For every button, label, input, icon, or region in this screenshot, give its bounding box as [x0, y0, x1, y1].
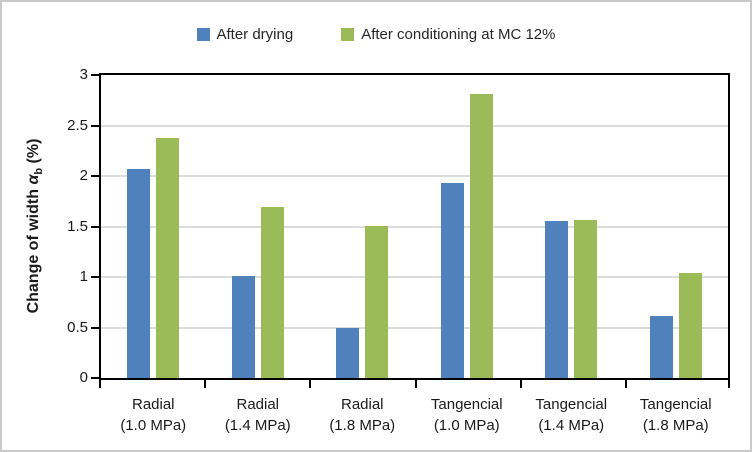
y-tick-label-0.5: 0.5 [67, 318, 88, 336]
bar-after-conditioning-at-mc-12-tangencial-1-0-mpa [469, 94, 493, 378]
x-tick-mark [728, 380, 730, 388]
x-tick-mark [99, 380, 101, 388]
x-axis-label-radial-1-4-mpa: Radial (1.4 MPa) [203, 394, 313, 436]
legend-item-after-conditioning: After conditioning at MC 12% [341, 26, 555, 43]
bar-after-conditioning-at-mc-12-tangencial-1-8-mpa [678, 272, 702, 378]
legend-label-after-conditioning: After conditioning at MC 12% [361, 26, 556, 43]
legend: After drying After conditioning at MC 12… [2, 26, 750, 43]
x-axis-label-line1: Radial [236, 396, 280, 413]
legend-swatch-after-drying-icon [196, 28, 210, 41]
bar-after-drying-radial-1-4-mpa [231, 276, 255, 378]
bar-after-drying-radial-1-8-mpa [336, 327, 360, 378]
bar-after-conditioning-at-mc-12-radial-1-4-mpa [260, 207, 284, 378]
x-tick-mark [414, 380, 417, 388]
x-tick-mark [204, 380, 207, 388]
bar-after-conditioning-at-mc-12-radial-1-8-mpa [365, 225, 389, 378]
x-axis-label-tangencial-1-8-mpa: Tangencial (1.8 MPa) [621, 394, 731, 436]
bar-after-drying-tangencial-1-4-mpa [545, 221, 569, 378]
legend-item-after-drying: After drying [196, 26, 294, 43]
y-axis-title-text: Change of width [24, 184, 42, 314]
x-axis-label-line1: Tangencial [535, 396, 608, 413]
x-tick-mark [624, 380, 627, 388]
y-tick-mark [91, 326, 99, 329]
gridline-2 [101, 175, 728, 177]
x-axis-label-line1: Radial [340, 396, 384, 413]
y-tick-mark [91, 124, 99, 127]
x-axis-label-tangencial-1-0-mpa: Tangencial (1.0 MPa) [412, 394, 522, 436]
bar-after-conditioning-at-mc-12-tangencial-1-4-mpa [574, 220, 598, 378]
gridline-1 [101, 276, 728, 278]
bar-after-drying-tangencial-1-0-mpa [440, 183, 464, 378]
gridline-2.5 [101, 124, 728, 127]
x-tick-mark [519, 380, 522, 388]
bar-after-drying-tangencial-1-8-mpa [649, 316, 673, 378]
bar-after-drying-radial-1-0-mpa [127, 168, 151, 378]
y-tick-mark [91, 377, 99, 379]
bar-after-conditioning-at-mc-12-radial-1-0-mpa [156, 137, 180, 378]
y-tick-label-0: 0 [79, 369, 88, 386]
x-axis-label-line2: (1.4 MPa) [538, 417, 605, 434]
x-axis-label-line2: (1.4 MPa) [224, 417, 291, 434]
y-tick-label-1: 1 [79, 268, 88, 285]
x-axis-label-radial-1-8-mpa: Radial (1.8 MPa) [307, 394, 417, 436]
legend-label-after-drying: After drying [216, 26, 294, 43]
y-tick-mark [91, 225, 99, 228]
x-axis-label-radial-1-0-mpa: Radial (1.0 MPa) [98, 394, 208, 436]
x-axis-label-tangencial-1-4-mpa: Tangencial (1.4 MPa) [516, 394, 626, 436]
x-axis-label-line1: Radial [131, 396, 175, 413]
y-tick-label-3: 3 [79, 66, 88, 83]
x-axis-label-line2: (1.0 MPa) [433, 417, 500, 434]
x-axis-label-line2: (1.8 MPa) [329, 417, 396, 434]
gridline-1.5 [101, 225, 728, 228]
y-tick-label-2.5: 2.5 [67, 116, 88, 134]
y-tick-mark [91, 175, 99, 177]
y-axis-title-unit: (%) [24, 138, 42, 168]
x-axis-label-line1: Tangencial [430, 396, 503, 413]
x-axis-label-line2: (1.8 MPa) [642, 417, 709, 434]
y-tick-mark [91, 74, 99, 76]
y-tick-label-2: 2 [79, 167, 88, 184]
gridline-0.5 [101, 326, 728, 329]
legend-swatch-after-conditioning-icon [341, 28, 355, 41]
x-tick-mark [309, 380, 312, 388]
y-tick-label-1.5: 1.5 [67, 217, 88, 235]
x-axis-label-line2: (1.0 MPa) [120, 417, 187, 434]
x-axis-label-line1: Tangencial [639, 396, 712, 413]
y-tick-mark [91, 276, 99, 278]
plot-area [99, 73, 730, 380]
